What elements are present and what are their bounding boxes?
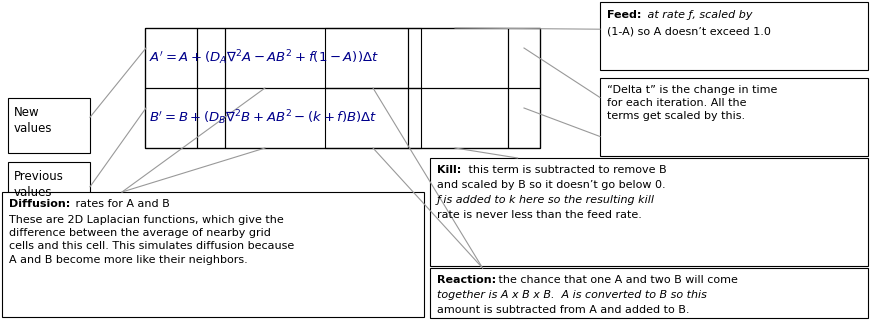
Text: rate is never less than the feed rate.: rate is never less than the feed rate.	[437, 210, 642, 220]
Bar	[145, 28, 540, 148]
Text: Previous
values: Previous values	[14, 170, 64, 199]
Bar	[197, 28, 225, 88]
Text: Feed:: Feed:	[607, 10, 642, 20]
Text: Diffusion:: Diffusion:	[9, 199, 70, 209]
Bar	[600, 2, 868, 70]
Text: this term is subtracted to remove B: this term is subtracted to remove B	[465, 165, 667, 175]
Bar	[600, 78, 868, 156]
Text: “Delta t” is the change in time
for each iteration. All the
terms get scaled by : “Delta t” is the change in time for each…	[607, 85, 777, 121]
Text: Reaction:: Reaction:	[437, 275, 496, 285]
Bar	[145, 28, 197, 88]
Bar	[430, 268, 868, 318]
Bar	[8, 162, 90, 217]
Text: the chance that one A and two B will come: the chance that one A and two B will com…	[495, 275, 738, 285]
Bar	[2, 192, 424, 317]
Text: $\mathit{B}' = \mathit{B} + (\mathit{D}_{\mathit{B}}\nabla^2\mathit{B} + \mathit: $\mathit{B}' = \mathit{B} + (\mathit{D}_…	[149, 108, 378, 127]
Text: at rate ƒ, scaled by: at rate ƒ, scaled by	[644, 10, 753, 20]
Text: together is A x B x B.  A is converted to B so this: together is A x B x B. A is converted to…	[437, 290, 707, 300]
Text: amount is subtracted from A and added to B.: amount is subtracted from A and added to…	[437, 305, 690, 315]
Bar	[197, 88, 225, 148]
Text: Kill:: Kill:	[437, 165, 461, 175]
Text: New
values: New values	[14, 106, 52, 135]
Bar	[145, 88, 197, 148]
Bar	[508, 88, 540, 148]
Text: and scaled by B so it doesn’t go below 0.: and scaled by B so it doesn’t go below 0…	[437, 180, 666, 190]
Text: $\mathit{A}' = \mathit{A} + (\mathit{D}_{\mathit{A}}\nabla^2\mathit{A} - \mathit: $\mathit{A}' = \mathit{A} + (\mathit{D}_…	[149, 49, 378, 67]
Bar	[8, 98, 90, 153]
Bar	[225, 28, 408, 88]
Text: These are 2D Laplacian functions, which give the
difference between the average : These are 2D Laplacian functions, which …	[9, 215, 295, 265]
Text: (1-A) so A doesn’t exceed 1.0: (1-A) so A doesn’t exceed 1.0	[607, 26, 771, 36]
Text: ƒ is added to k here so the resulting kill: ƒ is added to k here so the resulting ki…	[437, 195, 655, 205]
Bar	[225, 88, 408, 148]
Text: rates for A and B: rates for A and B	[72, 199, 170, 209]
Bar	[508, 28, 540, 88]
Bar	[325, 88, 421, 148]
Bar	[325, 28, 421, 88]
Bar	[430, 158, 868, 266]
Bar	[408, 28, 508, 88]
Bar	[408, 88, 508, 148]
